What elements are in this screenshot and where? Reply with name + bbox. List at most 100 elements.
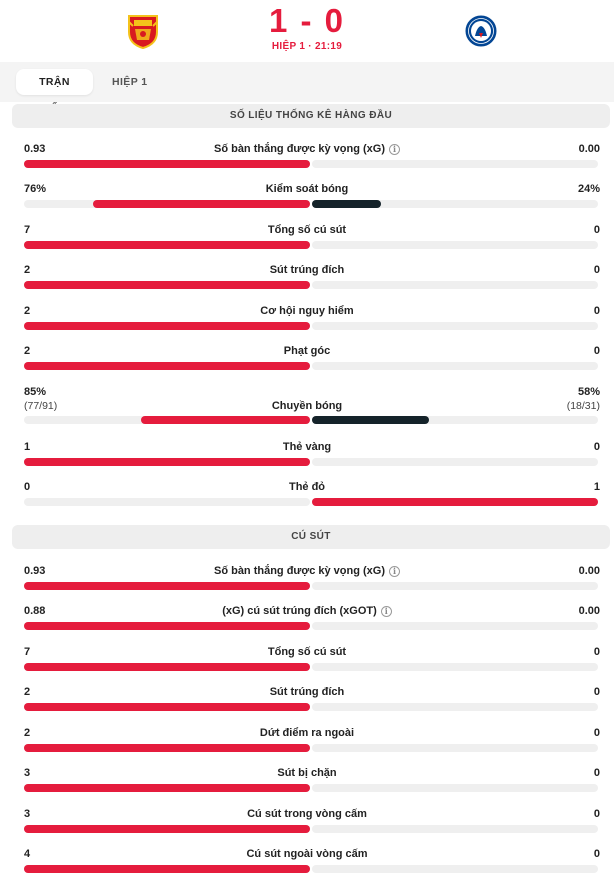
info-icon[interactable]: i xyxy=(389,144,401,155)
away-bar-fill xyxy=(312,416,430,424)
home-value: 2 xyxy=(24,727,31,739)
home-bar-fill xyxy=(24,744,310,752)
away-value: 0 xyxy=(593,224,600,236)
stat-label: Cú sút ngoài vòng cấm xyxy=(0,848,614,860)
home-value: 85% xyxy=(24,386,47,398)
home-value: 2 xyxy=(24,264,31,276)
away-bar-track xyxy=(312,663,598,671)
away-value: 0.00 xyxy=(578,605,600,617)
section-header: CÚ SÚT xyxy=(12,525,610,549)
away-value: 0 xyxy=(593,305,600,317)
home-bar-track xyxy=(24,784,310,792)
stat-label: (xG) cú sút trúng đích (xGOT) i xyxy=(0,605,614,617)
tab-first-half[interactable]: HIỆP 1 xyxy=(112,76,148,88)
home-bar-track xyxy=(24,622,310,630)
away-value: 24% xyxy=(577,183,600,195)
away-value: 0.00 xyxy=(578,565,600,577)
away-sub-value: (18/31) xyxy=(566,400,600,412)
stat-label-text: Phạt góc xyxy=(283,345,331,357)
info-icon[interactable]: i xyxy=(389,566,401,577)
home-value: 0.93 xyxy=(24,565,46,577)
home-value: 3 xyxy=(24,767,31,779)
home-bar-track xyxy=(24,416,310,424)
home-bar-track xyxy=(24,582,310,590)
home-value: 7 xyxy=(24,646,31,658)
stat-label: Thẻ đỏ xyxy=(0,481,614,493)
away-value: 0 xyxy=(593,646,600,658)
chelsea-crest-icon[interactable] xyxy=(462,12,500,50)
stat-label-text: Sút bị chặn xyxy=(277,767,337,779)
away-bar-track xyxy=(312,416,598,424)
stat-label: Số bàn thắng được kỳ vọng (xG) i xyxy=(0,143,614,155)
home-bar-fill xyxy=(24,362,310,370)
stat-label-text: Thẻ đỏ xyxy=(288,481,326,493)
home-sub-value: (77/91) xyxy=(24,400,58,412)
match-header: 1 - 0 HIỆP 1 · 21:19 xyxy=(0,0,614,62)
away-bar-fill xyxy=(312,498,598,506)
away-value: 0.00 xyxy=(578,143,600,155)
home-bar-fill xyxy=(24,784,310,792)
home-value: 2 xyxy=(24,686,31,698)
home-value: 76% xyxy=(24,183,47,195)
home-bar-fill xyxy=(24,582,310,590)
match-period: HIỆP 1 · 21:19 xyxy=(271,41,343,52)
stat-label-text: Dứt điểm ra ngoài xyxy=(259,727,355,739)
stat-label-text: Cơ hội nguy hiểm xyxy=(260,305,354,317)
away-value: 1 xyxy=(593,481,600,493)
away-bar-track xyxy=(312,241,598,249)
home-bar-fill xyxy=(92,200,310,208)
away-bar-track xyxy=(312,322,598,330)
stat-label-text: (xG) cú sút trúng đích (xGOT) xyxy=(222,605,377,617)
home-bar-track xyxy=(24,200,310,208)
home-bar-fill xyxy=(24,703,310,711)
home-bar-fill xyxy=(24,663,310,671)
away-bar-track xyxy=(312,362,598,370)
home-bar-track xyxy=(24,663,310,671)
away-bar-track xyxy=(312,498,598,506)
stat-label: Tổng số cú sút xyxy=(0,646,614,658)
home-value: 0.88 xyxy=(24,605,46,617)
section-header: SỐ LIỆU THỐNG KÊ HÀNG ĐẦU xyxy=(12,104,610,128)
home-value: 1 xyxy=(24,441,31,453)
period-tabs: TRẬN ĐẤU HIỆP 1 xyxy=(0,62,614,114)
home-bar-fill xyxy=(24,825,310,833)
score: 1 - 0 xyxy=(268,2,346,39)
away-bar-track xyxy=(312,281,598,289)
stat-label-text: Tổng số cú sút xyxy=(267,224,347,236)
home-bar-track xyxy=(24,362,310,370)
home-bar-track xyxy=(24,865,310,873)
home-bar-fill xyxy=(24,458,310,466)
home-bar-track xyxy=(24,322,310,330)
away-value: 0 xyxy=(593,345,600,357)
home-bar-fill xyxy=(24,281,310,289)
away-bar-track xyxy=(312,200,598,208)
home-bar-track xyxy=(24,241,310,249)
home-bar-track xyxy=(24,825,310,833)
stat-label-text: Số bàn thắng được kỳ vọng (xG) xyxy=(213,565,386,577)
stat-label-text: Tổng số cú sút xyxy=(267,646,347,658)
stat-label: Phạt góc xyxy=(0,345,614,357)
away-value: 0 xyxy=(593,686,600,698)
stat-label-text: Sút trúng đích xyxy=(269,264,345,276)
home-bar-track xyxy=(24,281,310,289)
stat-label: Cơ hội nguy hiểm xyxy=(0,305,614,317)
tab-match[interactable]: TRẬN ĐẤU xyxy=(16,69,93,114)
home-bar-fill xyxy=(24,160,310,168)
stat-label-text: Kiểm soát bóng xyxy=(265,183,349,195)
away-bar-track xyxy=(312,784,598,792)
home-bar-fill xyxy=(24,241,310,249)
away-bar-track xyxy=(312,825,598,833)
info-icon[interactable]: i xyxy=(380,606,392,617)
away-value: 0 xyxy=(593,808,600,820)
home-value: 7 xyxy=(24,224,31,236)
stat-label: Chuyền bóng xyxy=(0,400,614,412)
home-value: 0.93 xyxy=(24,143,46,155)
stat-label: Dứt điểm ra ngoài xyxy=(0,727,614,739)
home-value: 0 xyxy=(24,481,31,493)
manchester-united-crest-icon[interactable] xyxy=(124,12,162,50)
away-bar-track xyxy=(312,160,598,168)
away-value: 58% xyxy=(577,386,600,398)
away-value: 0 xyxy=(593,441,600,453)
away-bar-fill xyxy=(312,200,381,208)
away-bar-track xyxy=(312,703,598,711)
